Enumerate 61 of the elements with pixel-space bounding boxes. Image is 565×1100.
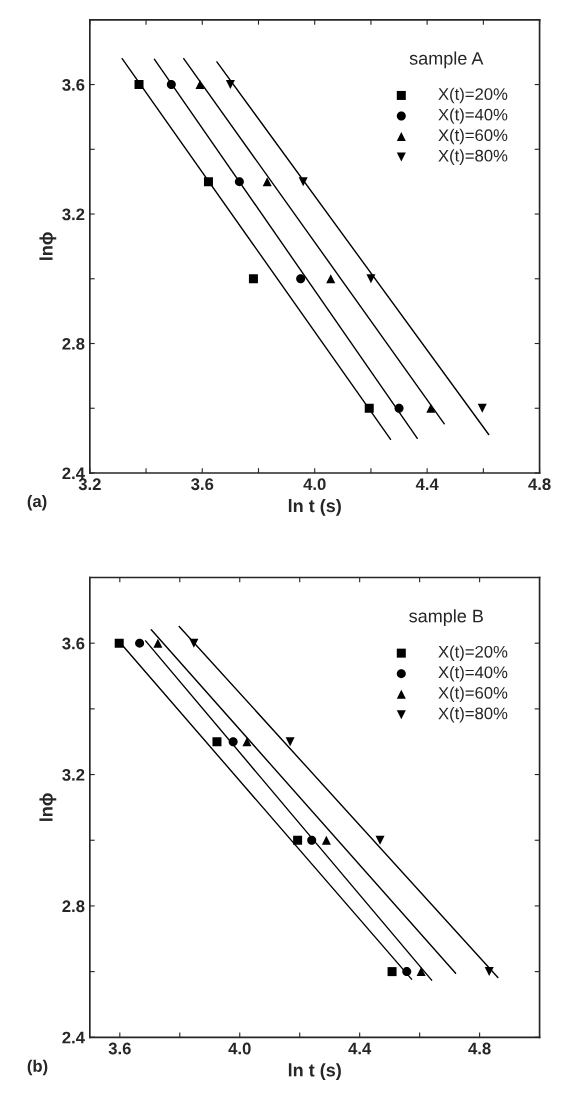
legend-label: X(t)=60%	[438, 128, 508, 145]
point	[321, 835, 331, 845]
y-tick-label: 2.4	[62, 467, 85, 480]
point	[366, 274, 376, 284]
point	[364, 403, 374, 413]
x-tick-label: 3.6	[191, 478, 214, 491]
point	[484, 967, 494, 977]
point	[307, 835, 317, 845]
legend-label: X(t)=20%	[438, 645, 508, 661]
y-tick-label: 3.6	[62, 78, 85, 91]
point	[225, 80, 235, 90]
point	[114, 638, 124, 648]
point	[394, 403, 404, 413]
point	[298, 177, 308, 187]
y-axis-title: lnϕ	[39, 232, 57, 260]
text: (a)	[27, 494, 47, 511]
legend-title: sample A	[409, 51, 484, 69]
point	[228, 737, 238, 747]
point	[248, 274, 258, 284]
legend-label: X(t)=80%	[438, 149, 508, 165]
point	[402, 967, 412, 977]
point	[135, 638, 145, 648]
legend-label: X(t)=40%	[438, 665, 508, 682]
x-axis-title: ln t (s)	[288, 1063, 341, 1081]
text: (b)	[27, 1059, 48, 1076]
y-tick-label: 3.2	[62, 768, 85, 781]
point	[153, 638, 163, 648]
x-tick-label: 4.0	[303, 478, 326, 491]
point	[212, 737, 222, 747]
legend-label: X(t)=40%	[438, 108, 508, 124]
point	[416, 967, 426, 977]
y-axis-title: lnϕ	[39, 793, 57, 821]
point	[242, 737, 252, 747]
point	[166, 80, 176, 90]
y-tick-label: 2.8	[62, 337, 85, 350]
x-axis-title: ln t (s)	[288, 498, 341, 516]
point	[387, 967, 397, 977]
point	[285, 737, 295, 747]
legend-title: sample B	[409, 609, 483, 626]
x-tick-label: 4.8	[528, 478, 551, 491]
point	[203, 177, 213, 187]
legend-label: X(t)=60%	[438, 686, 508, 703]
point	[195, 80, 205, 90]
x-tick-label: 3.6	[108, 1042, 131, 1055]
x-tick-label: 4.4	[348, 1042, 372, 1055]
x-tick-label: 4.0	[228, 1042, 251, 1055]
x-tick-label: 3.2	[78, 478, 101, 491]
point	[293, 835, 303, 845]
y-tick-label: 3.6	[62, 637, 85, 650]
point	[375, 835, 385, 845]
y-tick-label: 2.4	[62, 1031, 85, 1044]
legend-label: X(t)=80%	[438, 707, 508, 723]
x-tick-label: 4.8	[468, 1042, 491, 1055]
y-tick-label: 3.2	[62, 208, 85, 221]
x-tick-label: 4.4	[415, 478, 439, 490]
point	[426, 403, 436, 413]
point	[234, 177, 244, 187]
y-tick-label: 2.8	[62, 900, 85, 913]
point	[296, 274, 306, 284]
point	[134, 80, 144, 90]
legend-label: X(t)=20%	[438, 87, 508, 104]
